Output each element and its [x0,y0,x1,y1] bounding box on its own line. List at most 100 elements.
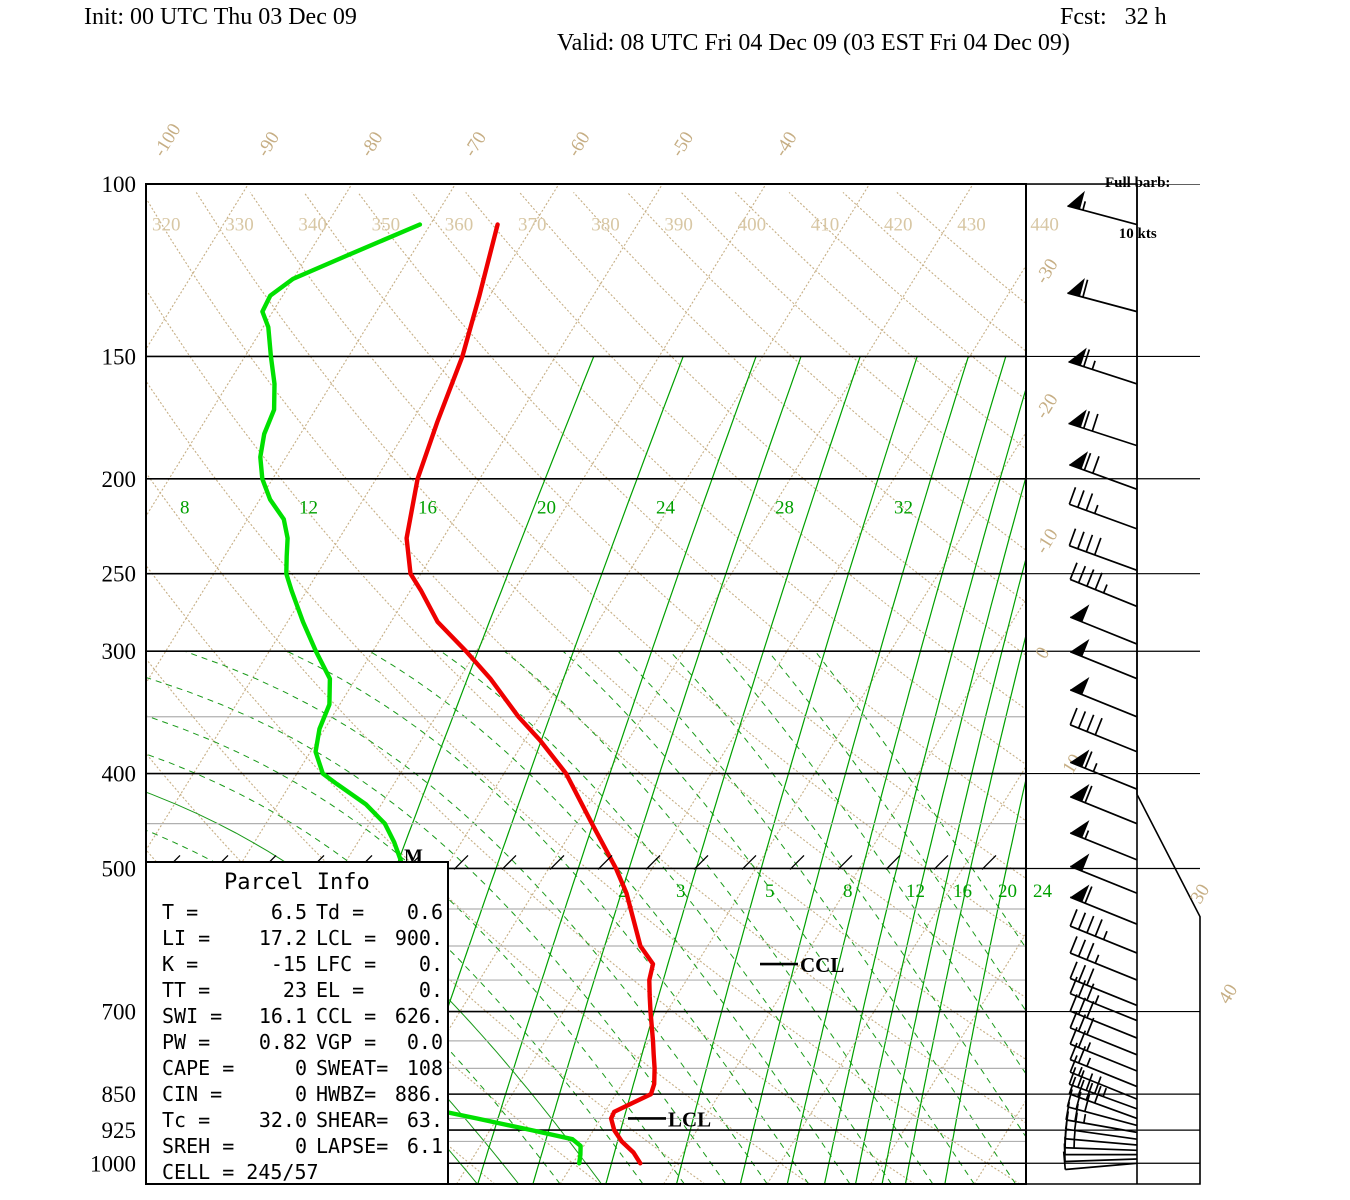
mixing-ratio-label: 32 [894,498,913,519]
wind-barb [1069,1010,1138,1056]
parcel-info-right-label: SWEAT= [316,1056,388,1080]
parcel-info-left-label: K = [162,952,198,976]
isotherm-label: 0 [1031,643,1054,662]
mixing-ratio-label: 28 [775,498,794,519]
wind-barb [1069,976,1138,1022]
wind-barb [1069,994,1138,1039]
parcel-info-left-value: 0 [295,1082,307,1106]
wind-barb [1067,278,1138,313]
mixing-ratio-label: 16 [953,881,972,902]
wind-barb [1069,783,1138,825]
theta-label: 430 [957,215,986,236]
parcel-info-left-label: LI = [162,926,210,950]
theta-label: 340 [298,215,327,236]
parcel-info-left-label: TT = [162,978,210,1002]
parcel-info-left-value: 16.1 [259,1004,307,1028]
mixing-ratio-label: 12 [299,498,318,519]
pressure-tick-label: 850 [102,1082,137,1107]
plot-frame [145,183,1201,1185]
header-fcst: Fcst: 32 h [1060,4,1167,30]
parcel-info-right-label: LFC = [316,952,376,976]
parcel-info-right-value: 886. [395,1082,443,1106]
wind-barb-key-line1: Full barb: [1105,174,1171,191]
wind-barb [1069,884,1138,925]
mixing-ratio-label: 20 [537,498,556,519]
wind-barb [1069,451,1138,491]
wind-barb [1069,936,1138,981]
parcel-info-left-label: PW = [162,1030,210,1054]
parcel-info-left-value: 0 [295,1134,307,1158]
wind-barb [1069,853,1138,895]
wind-barb [1069,749,1138,791]
isotherm-label: 30 [1186,880,1214,907]
parcel-info-left-value: 32.0 [259,1108,307,1132]
parcel-info-right-value: 0. [419,952,443,976]
mixing-ratio-label: 16 [418,498,437,519]
wind-barb [1062,1151,1138,1171]
mixing-ratio-label: 24 [1033,881,1053,902]
wind-barb [1069,1042,1138,1088]
ccl-marker-label: CCL [800,953,844,977]
isotherm-label: -70 [460,128,491,161]
header-init: Init: 00 UTC Thu 03 Dec 09 [84,4,357,30]
isotherm-label: -50 [667,128,698,161]
isotherm-label: -40 [770,128,801,161]
parcel-info-left-value: 6.5 [271,900,307,924]
parcel-info-right-label: Td = [316,900,364,924]
parcel-info-left-label: CIN = [162,1082,222,1106]
pressure-tick-label: 300 [102,639,137,664]
theta-label: 410 [811,215,840,236]
parcel-info-box [145,861,449,1185]
parcel-info-right-value: 0.0 [407,1030,443,1054]
isotherm-label: -100 [149,120,185,161]
lcl-marker-label: LCL [668,1107,711,1131]
wind-barb [1069,820,1138,861]
wind-barb [1066,1089,1138,1127]
parcel-info-right-label: SHEAR= [316,1108,388,1132]
pressure-tick-label: 1000 [90,1151,136,1176]
isotherm-label: -60 [563,128,594,161]
parcel-info-title: Parcel Info [224,870,370,895]
parcel-info-right-value: 6.1 [407,1134,443,1158]
pressure-tick-label: 925 [102,1118,137,1143]
wind-barb [1068,347,1138,385]
parcel-info-left-value: 0.82 [259,1030,307,1054]
wind-barb [1068,487,1138,530]
theta-label: 390 [664,215,693,236]
pressure-tick-label: 100 [102,172,137,197]
mixing-ratio-label: 8 [180,498,190,519]
wind-barb-key-line2: 10 kts [1118,226,1157,243]
parcel-info-right-label: VGP = [316,1030,376,1054]
wind-barb [1069,961,1138,1007]
theta-label: 320 [152,215,181,236]
mixing-ratio-label: 12 [906,881,925,902]
parcel-info-left-value: 23 [283,978,307,1002]
theta-label: 380 [591,215,620,236]
isotherm-label: -10 [1031,525,1062,558]
theta-label: 330 [225,215,254,236]
parcel-info-right-value: 900. [395,926,443,950]
parcel-info-left-value: 17.2 [259,926,307,950]
wind-barb [1063,1143,1138,1163]
parcel-info-cell: CELL = 245/57 [162,1160,319,1184]
mixing-ratio-label: 24 [656,498,676,519]
pressure-tick-label: 500 [102,856,137,881]
mixing-ratio-label: 3 [676,881,686,902]
wind-barb [1068,1076,1138,1120]
parcel-info-right-label: HWBZ= [316,1082,376,1106]
mixing-ratio-label: 5 [765,881,775,902]
isotherm-label: -20 [1031,390,1062,423]
parcel-info-right-label: LAPSE= [316,1134,388,1158]
wind-barb [1069,909,1138,954]
wind-barb [1069,562,1138,608]
pressure-tick-label: 200 [102,467,137,492]
pressure-tick-label: 250 [102,562,137,587]
theta-label: 360 [445,215,474,236]
parcel-info-right-value: 0. [419,978,443,1002]
parcel-info-right-value: 108 [407,1056,443,1080]
isotherm-label: -90 [253,128,284,161]
pressure-tick-label: 400 [102,762,137,787]
theta-label: 370 [518,215,547,236]
